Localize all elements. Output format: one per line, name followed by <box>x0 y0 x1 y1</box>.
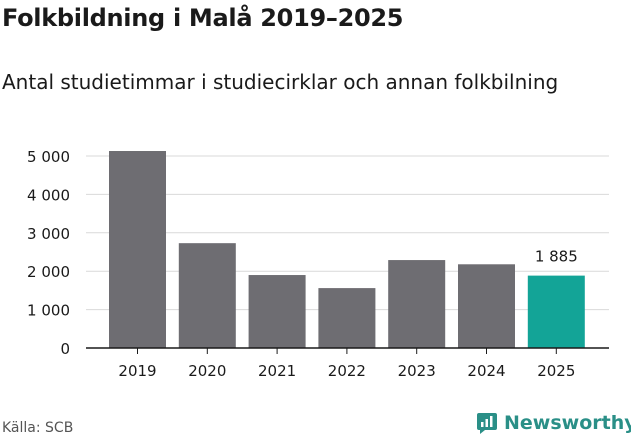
y-axis-ticks: 0 1 000 2 000 3 000 4 000 5 000 <box>27 148 70 358</box>
y-tick-label: 5 000 <box>27 148 70 166</box>
data-labels: 1 885 <box>535 248 578 266</box>
data-label: 1 885 <box>535 248 578 266</box>
y-tick-label: 1 000 <box>27 302 70 320</box>
chart-subtitle: Antal studietimmar i studiecirklar och a… <box>2 70 559 94</box>
y-tick-label: 4 000 <box>27 186 70 204</box>
x-tick-label: 2023 <box>398 362 436 380</box>
brand-name: Newsworthy <box>504 412 631 434</box>
y-tick-label: 3 000 <box>27 225 70 243</box>
x-tick-label: 2020 <box>188 362 226 380</box>
x-tick-label: 2021 <box>258 362 296 380</box>
bar-2022 <box>318 288 376 348</box>
bars <box>109 151 585 348</box>
chart-title: Folkbildning i Malå 2019–2025 <box>2 4 404 32</box>
x-axis-ticks: 2019 2020 2021 2022 2023 2024 2025 <box>118 348 575 380</box>
bar-2019 <box>109 151 166 348</box>
x-tick-label: 2022 <box>328 362 366 380</box>
x-tick-label: 2019 <box>118 362 156 380</box>
bar-2023 <box>388 260 446 348</box>
bar-2021 <box>248 275 306 348</box>
bar-2024 <box>458 264 515 348</box>
x-tick-label: 2024 <box>467 362 505 380</box>
y-tick-label: 0 <box>60 340 70 358</box>
y-tick-label: 2 000 <box>27 263 70 281</box>
source-note: Källa: SCB <box>2 420 74 436</box>
brand-logo: Newsworthy <box>476 408 631 438</box>
bar-2020 <box>178 243 236 348</box>
x-tick-label: 2025 <box>537 362 575 380</box>
newsworthy-logo-icon <box>477 413 497 434</box>
bar-2025 <box>527 275 585 348</box>
